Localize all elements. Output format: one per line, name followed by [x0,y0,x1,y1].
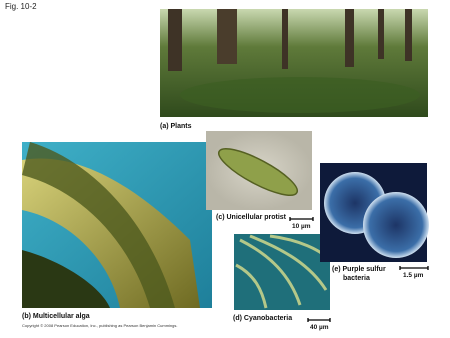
scale-label: 40 µm [310,324,329,331]
panel-label: (e) Purple sulfur [332,266,386,273]
scale-bar [289,217,314,221]
panel-label: (c) Unicellular protist [216,214,287,221]
photo-plants [160,9,428,117]
scale-label: 10 µm [292,223,311,230]
figure-label: Fig. 10-2 [5,2,37,11]
panel-label: bacteria [343,275,370,282]
photo-protist [206,131,312,210]
panel-label: (d) Cyanobacteria [233,315,292,322]
scale-label: 1.5 µm [403,272,424,279]
photo-alga [22,142,212,308]
panel-label: (a) Plants [160,123,192,130]
scale-bar [307,318,331,322]
photo-cyanobacteria [234,234,332,310]
panel-label: (b) Multicellular alga [22,313,90,320]
photo-purple-bacteria [320,163,429,262]
copyright: Copyright © 2008 Pearson Education, Inc.… [22,323,177,328]
scale-bar [399,266,429,270]
